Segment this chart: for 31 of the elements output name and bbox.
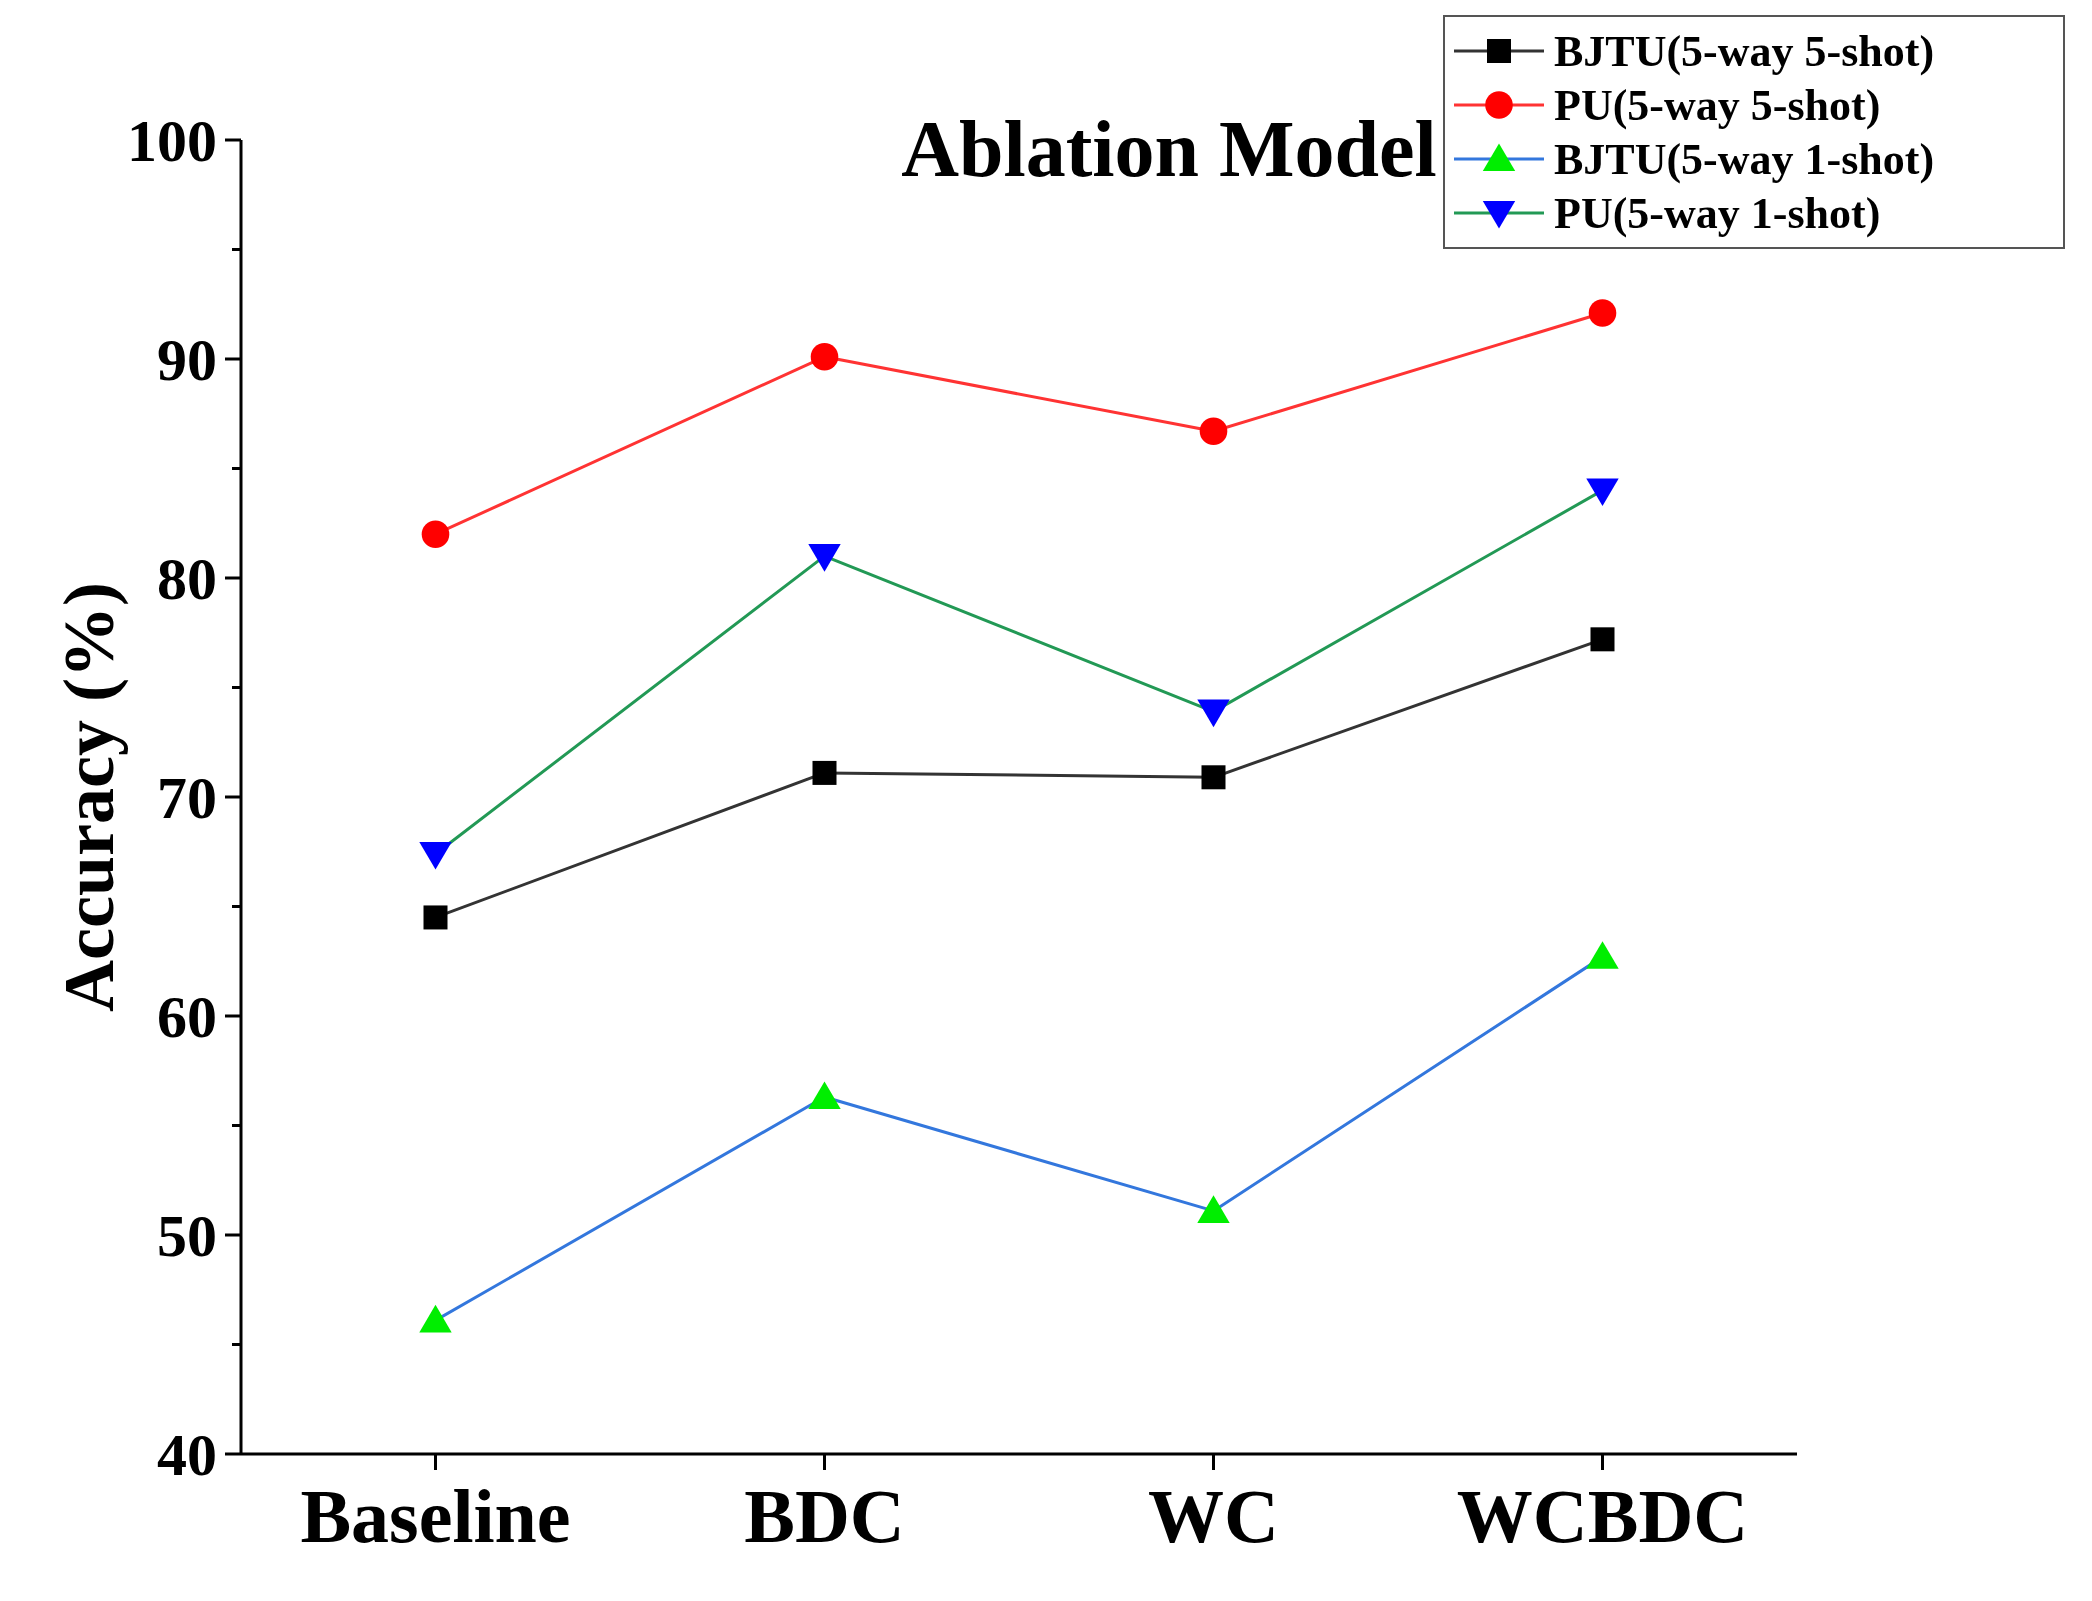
legend-label: BJTU(5-way 5-shot) — [1554, 27, 1935, 77]
y-tick-label: 70 — [157, 765, 217, 831]
y-tick-label: 40 — [157, 1422, 217, 1488]
point — [421, 520, 450, 548]
legend-label: BJTU(5-way 1-shot) — [1554, 135, 1935, 185]
y-tick-label: 100 — [127, 108, 217, 174]
y-axis-title: Accuracy (%) — [49, 582, 129, 1012]
point — [1586, 478, 1619, 506]
point — [808, 544, 841, 572]
x-tick-label: BDC — [744, 1474, 905, 1558]
point — [1199, 417, 1228, 446]
point — [423, 905, 448, 930]
x-tick-label: WC — [1148, 1474, 1279, 1558]
legend-label: PU(5-way 1-shot) — [1554, 189, 1881, 239]
point — [810, 343, 839, 371]
y-tick-label: 90 — [157, 327, 217, 393]
point — [1201, 765, 1226, 790]
point — [419, 1304, 452, 1333]
point — [1197, 1195, 1230, 1223]
y-tick-label: 50 — [157, 1203, 217, 1269]
point — [808, 1081, 841, 1110]
y-tick-label: 60 — [157, 984, 217, 1050]
chart-title: Ablation Model — [901, 105, 1437, 193]
point — [812, 760, 837, 785]
x-tick-label: WCBDC — [1456, 1474, 1749, 1558]
y-tick-label: 80 — [157, 546, 217, 612]
point — [1590, 627, 1615, 652]
point — [1588, 299, 1617, 327]
point — [1586, 941, 1619, 969]
legend-label: PU(5-way 5-shot) — [1554, 81, 1881, 131]
x-tick-label: Baseline — [300, 1474, 571, 1558]
